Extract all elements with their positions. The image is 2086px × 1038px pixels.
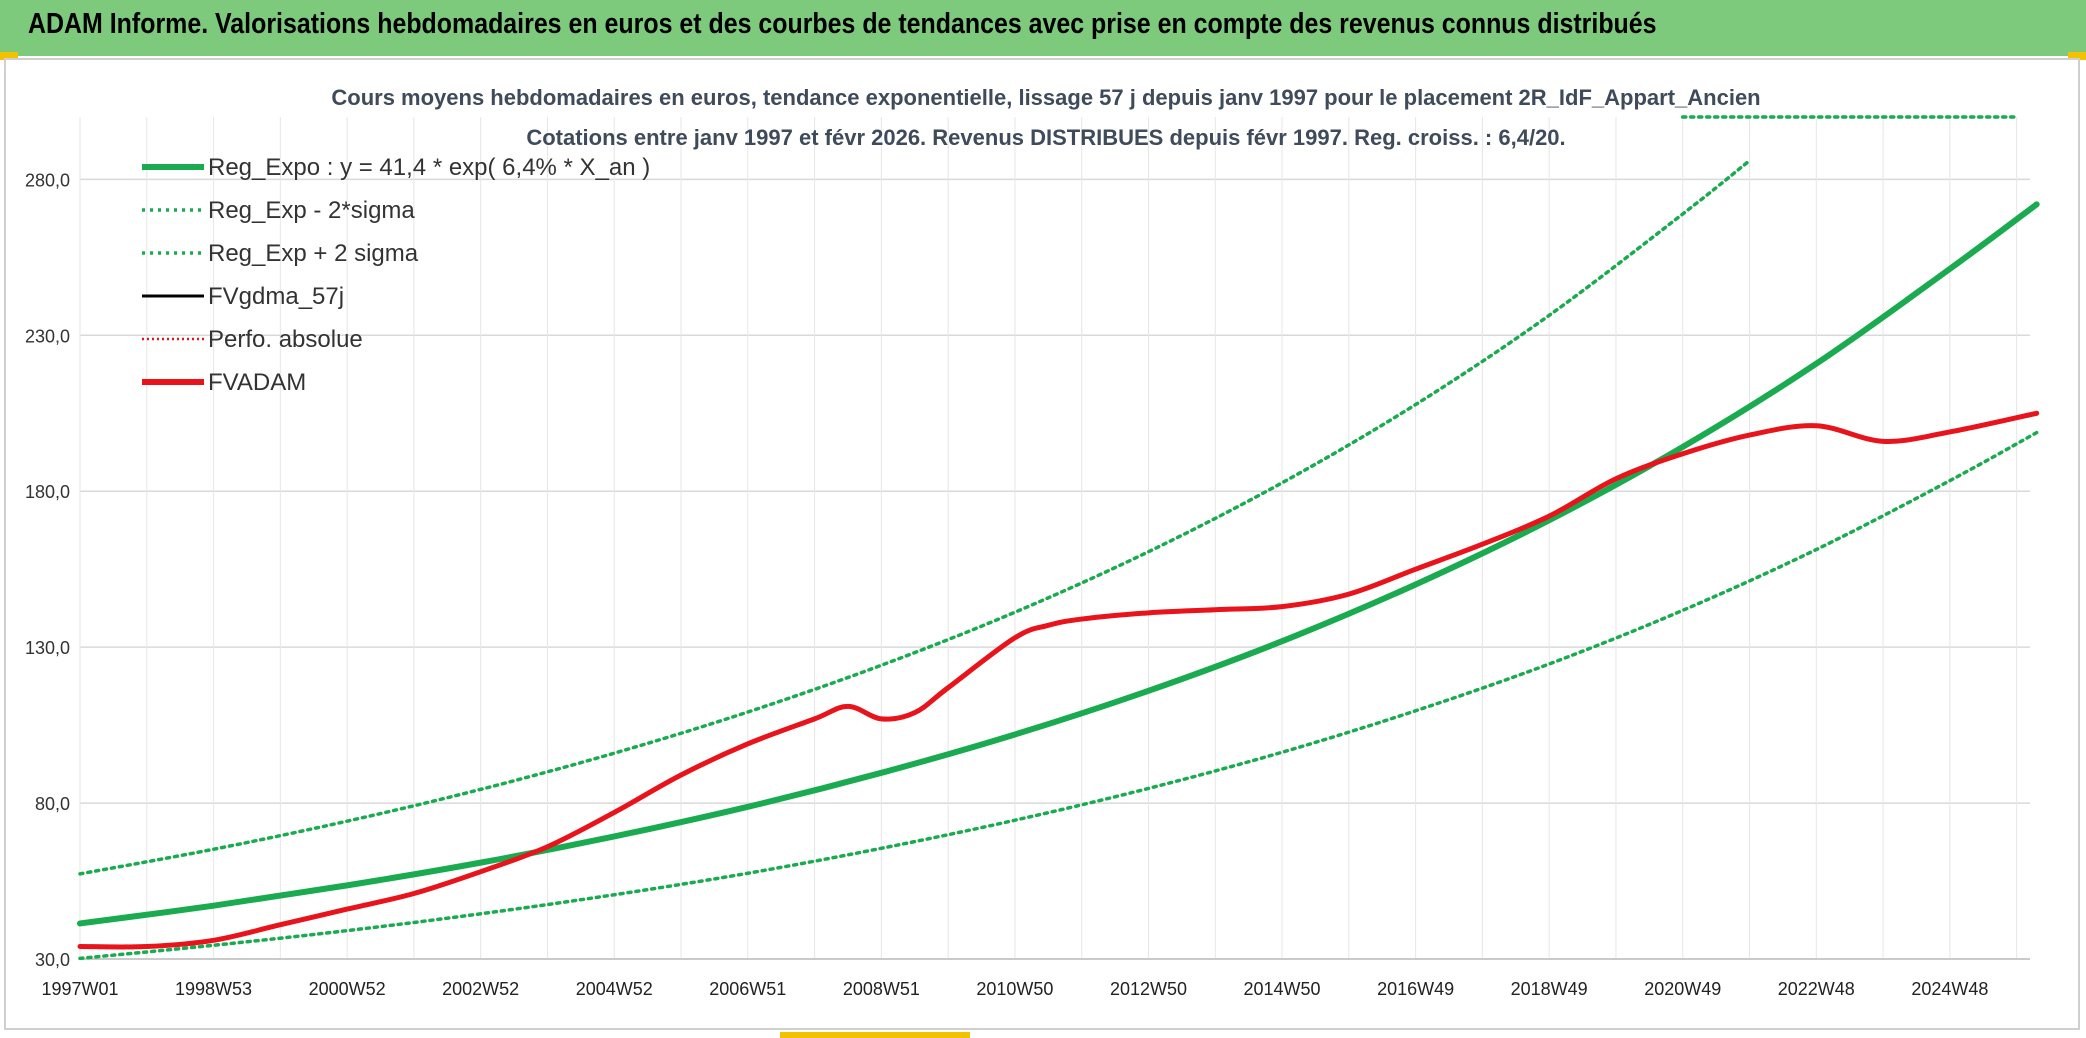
legend-label: FVgdma_57j (208, 283, 344, 310)
gridlines (79, 117, 2030, 960)
legend: Reg_Expo : y = 41,4 * exp( 6,4% * X_an )… (142, 154, 650, 396)
corner-marker-right (2068, 52, 2086, 60)
y-tick-label: 230,0 (25, 326, 70, 346)
x-tick-label: 2018W49 (1511, 979, 1588, 999)
bottom-marker (780, 1032, 970, 1038)
legend-label: FVADAM (208, 369, 306, 396)
header-banner: ADAM Informe. Valorisations hebdomadaire… (0, 0, 2086, 56)
series-line-2 (78, 430, 2039, 961)
chart-subtitle: Cotations entre janv 1997 et févr 2026. … (526, 125, 1565, 150)
legend-label: Reg_Exp + 2 sigma (208, 240, 419, 267)
y-tick-label: 130,0 (25, 638, 70, 658)
y-tick-label: 80,0 (35, 794, 70, 814)
y-tick-label: 180,0 (25, 482, 70, 502)
corner-marker-left (0, 52, 18, 60)
series-line-3 (78, 158, 1752, 876)
legend-label: Reg_Exp - 2*sigma (208, 197, 415, 224)
x-tick-label: 1998W53 (175, 979, 252, 999)
x-tick-label: 2004W52 (576, 979, 653, 999)
chart-title: Cours moyens hebdomadaires en euros, ten… (331, 85, 1760, 110)
x-tick-label: 2002W52 (442, 979, 519, 999)
legend-label: Perfo. absolue (208, 326, 363, 353)
x-tick-label: 2020W49 (1644, 979, 1721, 999)
x-tick-label: 2000W52 (309, 979, 386, 999)
x-tick-label: 2012W50 (1110, 979, 1187, 999)
chart-frame: 30,0 80,0 130,0 180,0 230,0 280,0 1997W01 1998… (4, 58, 2080, 1030)
x-tick-label: 2008W51 (843, 979, 920, 999)
report-title: ADAM Informe. Valorisations hebdomadaire… (28, 8, 1657, 40)
legend-label: Reg_Expo : y = 41,4 * exp( 6,4% * X_an ) (208, 154, 650, 181)
x-tick-label: 2006W51 (709, 979, 786, 999)
x-tick-label: 2010W50 (976, 979, 1053, 999)
series-line-1 (77, 201, 2040, 927)
series-layer (77, 115, 2040, 961)
y-axis-ticks: 30,0 80,0 130,0 180,0 230,0 280,0 (25, 170, 70, 970)
chart-svg: 30,0 80,0 130,0 180,0 230,0 280,0 1997W01 1998… (25, 85, 2040, 999)
y-tick-label: 280,0 (25, 170, 70, 190)
x-tick-label: 1997W01 (41, 979, 118, 999)
x-axis-ticks: 1997W01 1998W53 2000W52 2002W52 2004W52 2006W… (41, 979, 1988, 999)
y-tick-label: 30,0 (35, 950, 70, 970)
x-tick-label: 2016W49 (1377, 979, 1454, 999)
x-tick-label: 2022W48 (1778, 979, 1855, 999)
series-line-5 (77, 410, 2040, 950)
x-tick-label: 2014W50 (1244, 979, 1321, 999)
x-tick-label: 2024W48 (1911, 979, 1988, 999)
